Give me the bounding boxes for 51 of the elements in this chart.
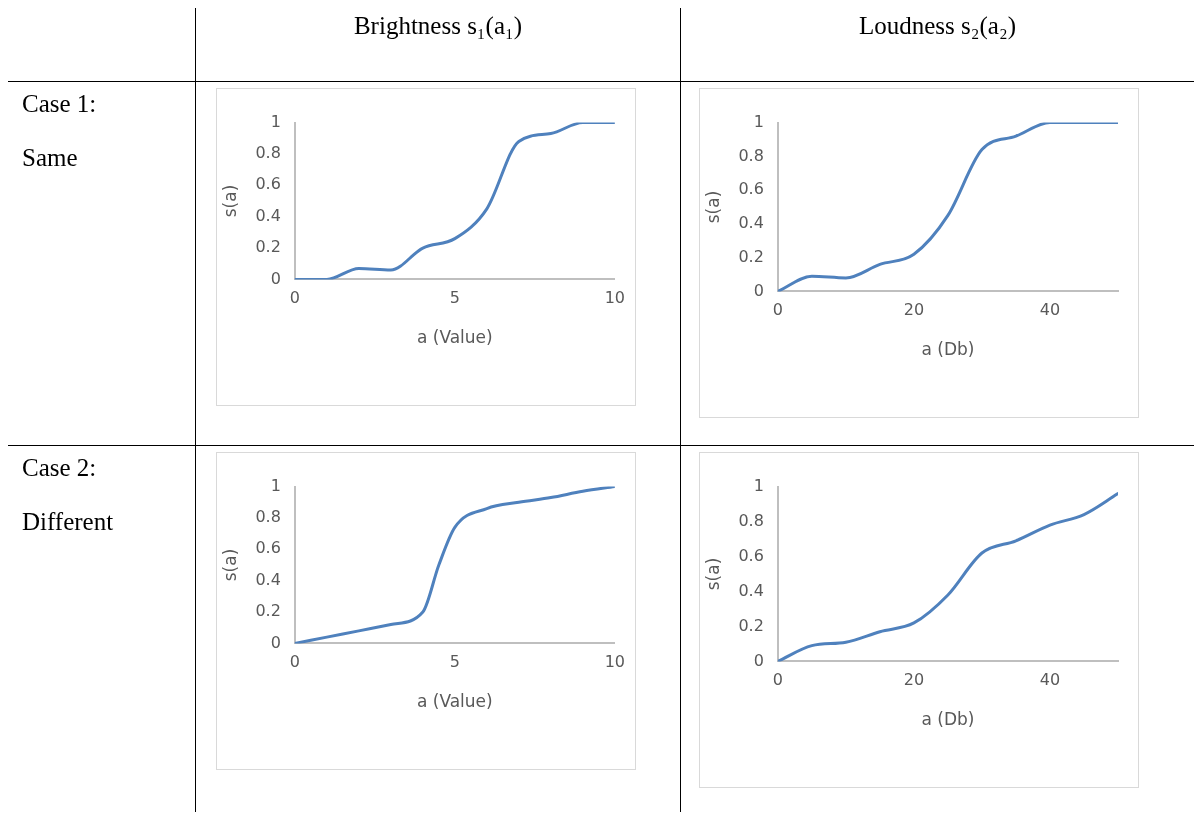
y-axis-title: s(a) bbox=[219, 548, 240, 582]
y-tick-label: 1 bbox=[753, 111, 764, 131]
x-axis-title: a (Value) bbox=[416, 327, 493, 348]
y-tick-label: 0.2 bbox=[255, 237, 281, 257]
x-tick-label: 10 bbox=[604, 652, 625, 672]
text: Same bbox=[22, 144, 79, 172]
x-tick-label: 0 bbox=[289, 288, 300, 308]
text: Case 1: bbox=[22, 90, 98, 118]
x-tick-label: 20 bbox=[903, 670, 925, 690]
x-tick-label: 20 bbox=[903, 300, 925, 320]
x-tick-label: 5 bbox=[449, 288, 460, 308]
chart-title: Brightness s₁(a₁) bbox=[352, 11, 524, 40]
text: Case 2: bbox=[22, 454, 98, 482]
x-axis-title: a (Db) bbox=[921, 339, 975, 360]
y-tick-label: 1 bbox=[270, 475, 281, 495]
x-axis-title: a (Db) bbox=[921, 709, 975, 730]
line-series bbox=[294, 122, 615, 280]
y-tick-label: 0.6 bbox=[255, 174, 281, 194]
y-axis-title: s(a) bbox=[219, 184, 240, 218]
x-axis-title: a (Value) bbox=[416, 691, 493, 712]
x-tick-label: 40 bbox=[1039, 300, 1061, 320]
y-tick-label: 0.8 bbox=[255, 143, 281, 163]
x-tick-label: 5 bbox=[449, 652, 460, 672]
y-tick-label: 1 bbox=[270, 111, 281, 131]
text: Different bbox=[22, 508, 115, 536]
line-series bbox=[294, 486, 615, 644]
line-series bbox=[777, 122, 1118, 292]
y-tick-label: 0.4 bbox=[255, 569, 281, 589]
y-tick-label: 0.8 bbox=[738, 145, 764, 165]
y-tick-label: 0.4 bbox=[255, 205, 281, 225]
x-tick-label: 0 bbox=[772, 300, 783, 320]
y-tick-label: 0.2 bbox=[738, 615, 764, 635]
y-tick-label: 0.8 bbox=[738, 510, 764, 530]
y-tick-label: 1 bbox=[753, 475, 764, 495]
y-tick-label: 0.8 bbox=[255, 507, 281, 527]
y-tick-label: 0.4 bbox=[738, 213, 764, 233]
y-tick-label: 0 bbox=[270, 632, 281, 652]
x-tick-label: 10 bbox=[604, 288, 625, 308]
x-tick-label: 0 bbox=[289, 652, 300, 672]
chart-title: Loudness s₂(a₂) bbox=[858, 11, 1017, 40]
y-tick-label: 0.6 bbox=[255, 538, 281, 558]
y-axis-title: s(a) bbox=[702, 557, 723, 591]
y-tick-label: 0.4 bbox=[738, 580, 764, 600]
x-tick-label: 40 bbox=[1039, 670, 1061, 690]
y-axis-title: s(a) bbox=[702, 190, 723, 224]
y-tick-label: 0 bbox=[270, 268, 281, 288]
y-tick-label: 0.6 bbox=[738, 179, 764, 199]
y-tick-label: 0.2 bbox=[255, 601, 281, 621]
y-tick-label: 0.2 bbox=[738, 246, 764, 266]
y-tick-label: 0.6 bbox=[738, 545, 764, 565]
x-tick-label: 0 bbox=[772, 670, 783, 690]
